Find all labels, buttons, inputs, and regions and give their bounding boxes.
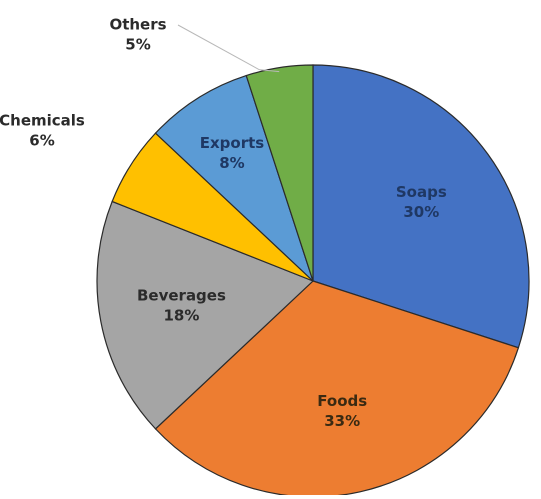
- slice-label-soaps: Soaps: [396, 183, 447, 201]
- pie-slice-others: [245, 64, 314, 282]
- labels-layer: Soaps 30% Foods 33% Beverages 18% Chemicals 6% E…: [0, 16, 447, 431]
- slice-label-beverages: Beverages: [137, 287, 226, 305]
- pie-slice-exports: [154, 74, 314, 282]
- leader-line-others: [177, 24, 280, 73]
- slice-label-exports: Exports: [200, 134, 265, 152]
- slice-label-chemicals: Chemicals: [0, 112, 85, 130]
- slice-value-others: 5%: [125, 36, 150, 54]
- slice-value-chemicals: 6%: [29, 132, 54, 150]
- pie-slice-beverages: [96, 200, 315, 430]
- slice-label-others: Others: [109, 16, 166, 34]
- pie-slice-soaps: [312, 64, 530, 349]
- slice-value-foods: 33%: [324, 412, 360, 430]
- slice-value-beverages: 18%: [163, 307, 199, 325]
- slice-value-soaps: 30%: [403, 203, 439, 221]
- leader-lines-layer: [177, 24, 280, 73]
- slice-label-foods: Foods: [317, 392, 367, 410]
- slices-layer: [96, 64, 530, 498]
- pie-slice-foods: [154, 280, 520, 498]
- slice-value-exports: 8%: [219, 154, 244, 172]
